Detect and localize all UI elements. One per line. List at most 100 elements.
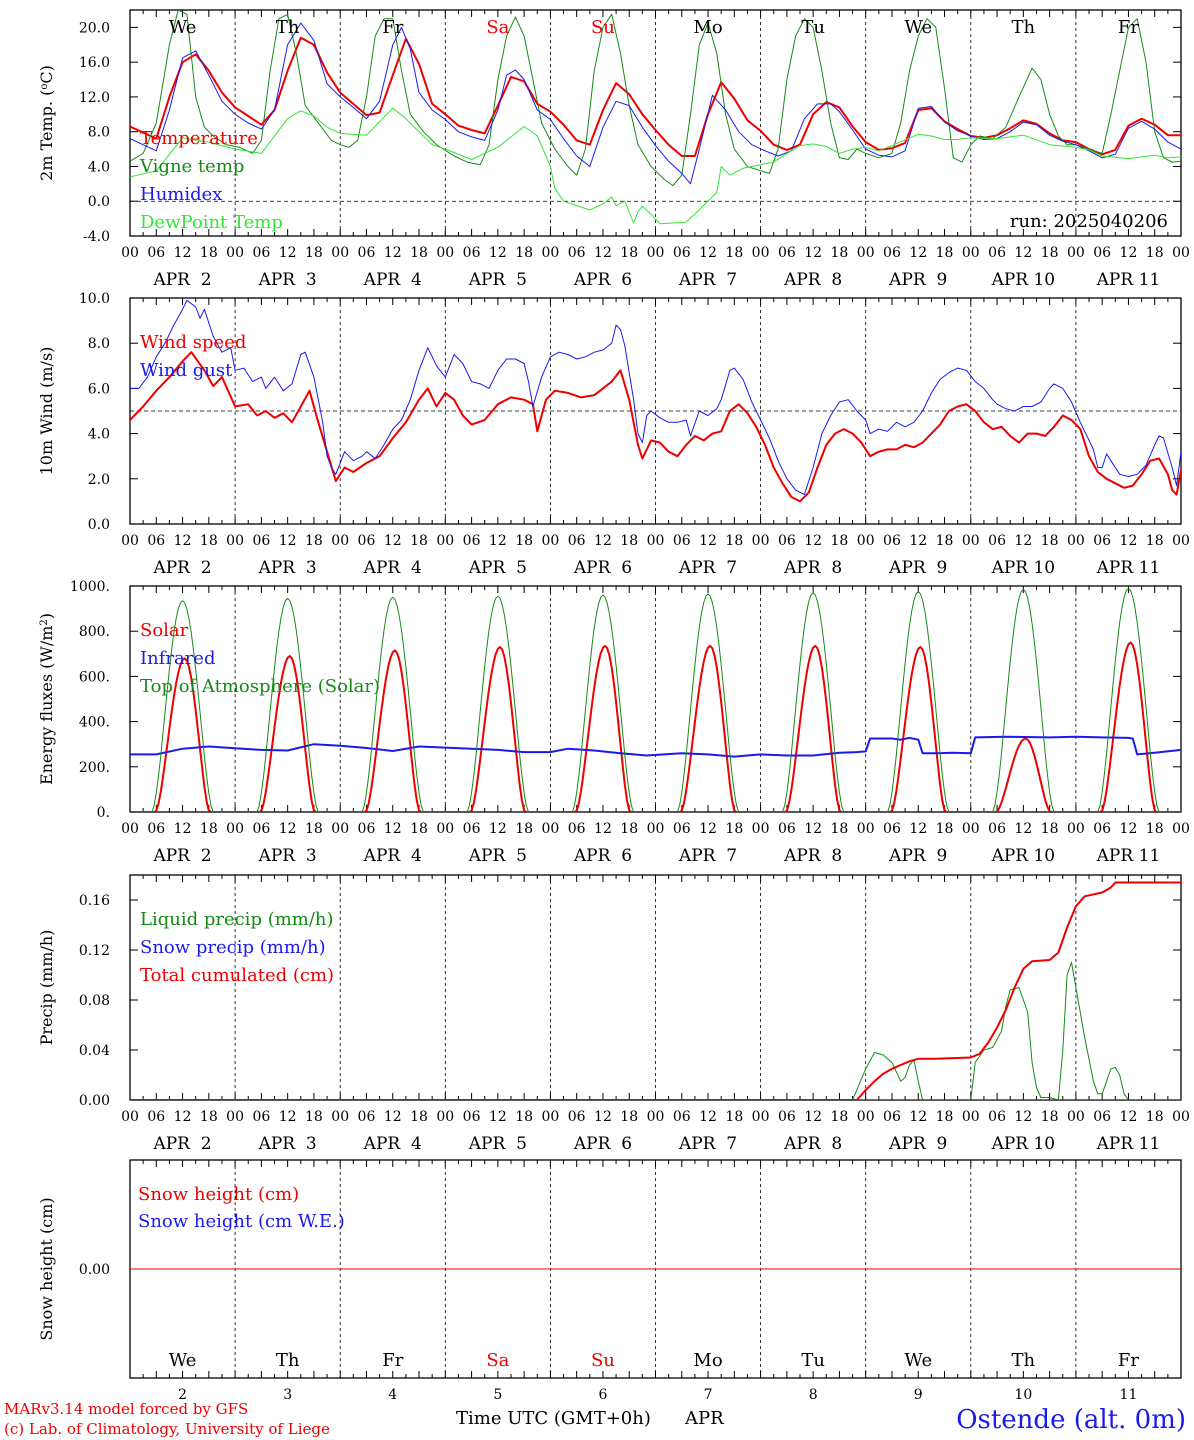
- y-tick-label: 4.0: [88, 427, 110, 443]
- hour-label: 18: [1041, 245, 1059, 261]
- hour-label: 06: [463, 821, 481, 837]
- hour-label: 18: [831, 245, 849, 261]
- hour-label: 00: [331, 1109, 349, 1125]
- y-tick-label: 12.0: [79, 90, 110, 106]
- hour-label: 12: [1120, 1109, 1138, 1125]
- hour-label: 06: [358, 533, 376, 549]
- y-axis-label: 2m Temp. (oC): [37, 65, 56, 181]
- hour-label: 00: [647, 533, 665, 549]
- hour-label: 06: [673, 245, 691, 261]
- hour-label: 00: [121, 1109, 139, 1125]
- date-label: APR 4: [363, 558, 422, 578]
- hour-label: 12: [1120, 245, 1138, 261]
- date-label: APR 5: [468, 270, 527, 290]
- hour-label: 12: [279, 533, 297, 549]
- date-label: APR 6: [573, 558, 632, 578]
- y-tick-label: 0.0: [88, 517, 110, 533]
- y-tick-label: 400.: [79, 715, 110, 731]
- legend-entry: Wind gust: [140, 360, 233, 381]
- hour-label: 12: [489, 245, 507, 261]
- hour-label: 18: [410, 1109, 428, 1125]
- hour-label: 18: [936, 821, 954, 837]
- hour-label: 06: [778, 245, 796, 261]
- hour-label: 12: [489, 533, 507, 549]
- series-group: [130, 299, 1181, 503]
- y-tick-label: 0.16: [79, 893, 110, 909]
- date-label: APR 5: [468, 1134, 527, 1154]
- hour-label: 12: [804, 245, 822, 261]
- hour-label: 00: [331, 533, 349, 549]
- hour-label: 18: [1041, 533, 1059, 549]
- legend-entry: Liquid precip (mm/h): [140, 909, 334, 930]
- hour-label: 00: [541, 821, 559, 837]
- date-label: APR 7: [678, 558, 737, 578]
- date-label: APR 4: [363, 1134, 422, 1154]
- hour-label: 12: [1120, 821, 1138, 837]
- day-number: 3: [283, 1387, 292, 1403]
- date-label: APR 11: [1096, 846, 1161, 866]
- hour-label: 00: [541, 245, 559, 261]
- legend-entry: Wind speed: [140, 332, 246, 353]
- series-line-humidex: [130, 22, 1181, 185]
- date-label: APR 9: [888, 1134, 947, 1154]
- hour-label: 00: [226, 1109, 244, 1125]
- date-label: APR 8: [783, 270, 842, 290]
- date-label: APR 7: [678, 1134, 737, 1154]
- hour-label: 12: [174, 533, 192, 549]
- hour-label: 00: [1172, 1109, 1190, 1125]
- hour-label: 12: [699, 1109, 717, 1125]
- hour-label: 12: [384, 245, 402, 261]
- hour-label: 12: [594, 1109, 612, 1125]
- x-axis-month: APR: [684, 1408, 724, 1429]
- hour-label: 06: [568, 245, 586, 261]
- hour-label: 06: [1093, 1109, 1111, 1125]
- hour-label: 12: [489, 1109, 507, 1125]
- legend-entry: Vigne temp: [139, 156, 244, 177]
- legend-entry: Infrared: [140, 648, 215, 669]
- hour-label: 00: [752, 1109, 770, 1125]
- hour-label: 00: [121, 245, 139, 261]
- date-label: APR 9: [888, 270, 947, 290]
- hour-label: 06: [252, 533, 270, 549]
- hour-label: 00: [1067, 821, 1085, 837]
- weekday-label: Fr: [382, 17, 403, 38]
- legend-entry: DewPoint Temp: [140, 212, 283, 233]
- hour-label: 12: [909, 245, 927, 261]
- hour-label: 06: [673, 821, 691, 837]
- hour-label: 18: [1146, 245, 1164, 261]
- date-label: APR 8: [783, 558, 842, 578]
- y-tick-label: 8.0: [88, 125, 110, 141]
- hour-label: 18: [515, 533, 533, 549]
- y-tick-label: 600.: [79, 669, 110, 685]
- weekday-label: Tu: [801, 1350, 825, 1371]
- y-tick-label: 1000.: [70, 579, 110, 595]
- hour-label: 00: [647, 1109, 665, 1125]
- hour-label: 18: [200, 245, 218, 261]
- hour-label: 18: [831, 1109, 849, 1125]
- hour-label: 06: [883, 1109, 901, 1125]
- series-group: [130, 587, 1181, 812]
- hour-label: 12: [174, 1109, 192, 1125]
- date-label: APR 10: [991, 1134, 1056, 1154]
- hour-label: 18: [515, 821, 533, 837]
- day-number: 11: [1120, 1387, 1138, 1403]
- hour-label: 12: [279, 821, 297, 837]
- hour-label: 18: [936, 1109, 954, 1125]
- y-axis-label: 10m Wind (m/s): [37, 347, 56, 476]
- hour-label: 18: [1146, 821, 1164, 837]
- hour-label: 00: [857, 821, 875, 837]
- hour-label: 12: [594, 821, 612, 837]
- y-tick-label: 2.0: [88, 472, 110, 488]
- hour-label: 12: [699, 821, 717, 837]
- hour-label: 06: [673, 533, 691, 549]
- date-label: APR 3: [258, 270, 317, 290]
- weekday-label: Th: [1012, 17, 1036, 38]
- hour-label: 06: [568, 1109, 586, 1125]
- weekday-label: Su: [591, 17, 615, 38]
- hour-label: 18: [515, 1109, 533, 1125]
- hour-label: 00: [1067, 533, 1085, 549]
- hour-label: 18: [725, 533, 743, 549]
- hour-label: 06: [252, 1109, 270, 1125]
- y-tick-label: 0.08: [79, 993, 110, 1009]
